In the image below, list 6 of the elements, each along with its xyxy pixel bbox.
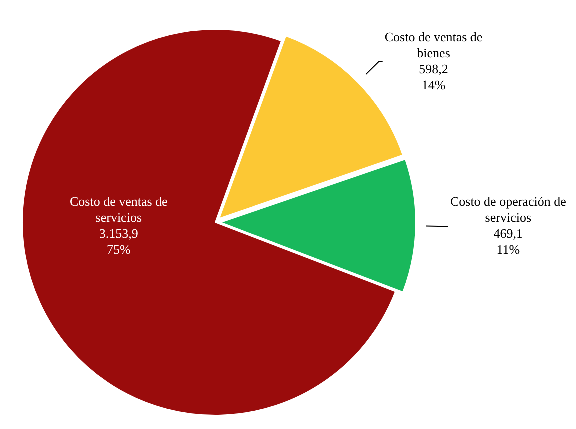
slice-label: Costo de ventas de servicios [70, 194, 168, 225]
data-label: 3.153,9 75% [99, 226, 138, 257]
data-label: 598,2 14% [419, 61, 448, 92]
data-label: 469,1 11% [494, 226, 524, 257]
slice-label: Costo de ventas de bienes [384, 29, 483, 60]
slice-label: Costo de operación de servicios [450, 194, 567, 225]
